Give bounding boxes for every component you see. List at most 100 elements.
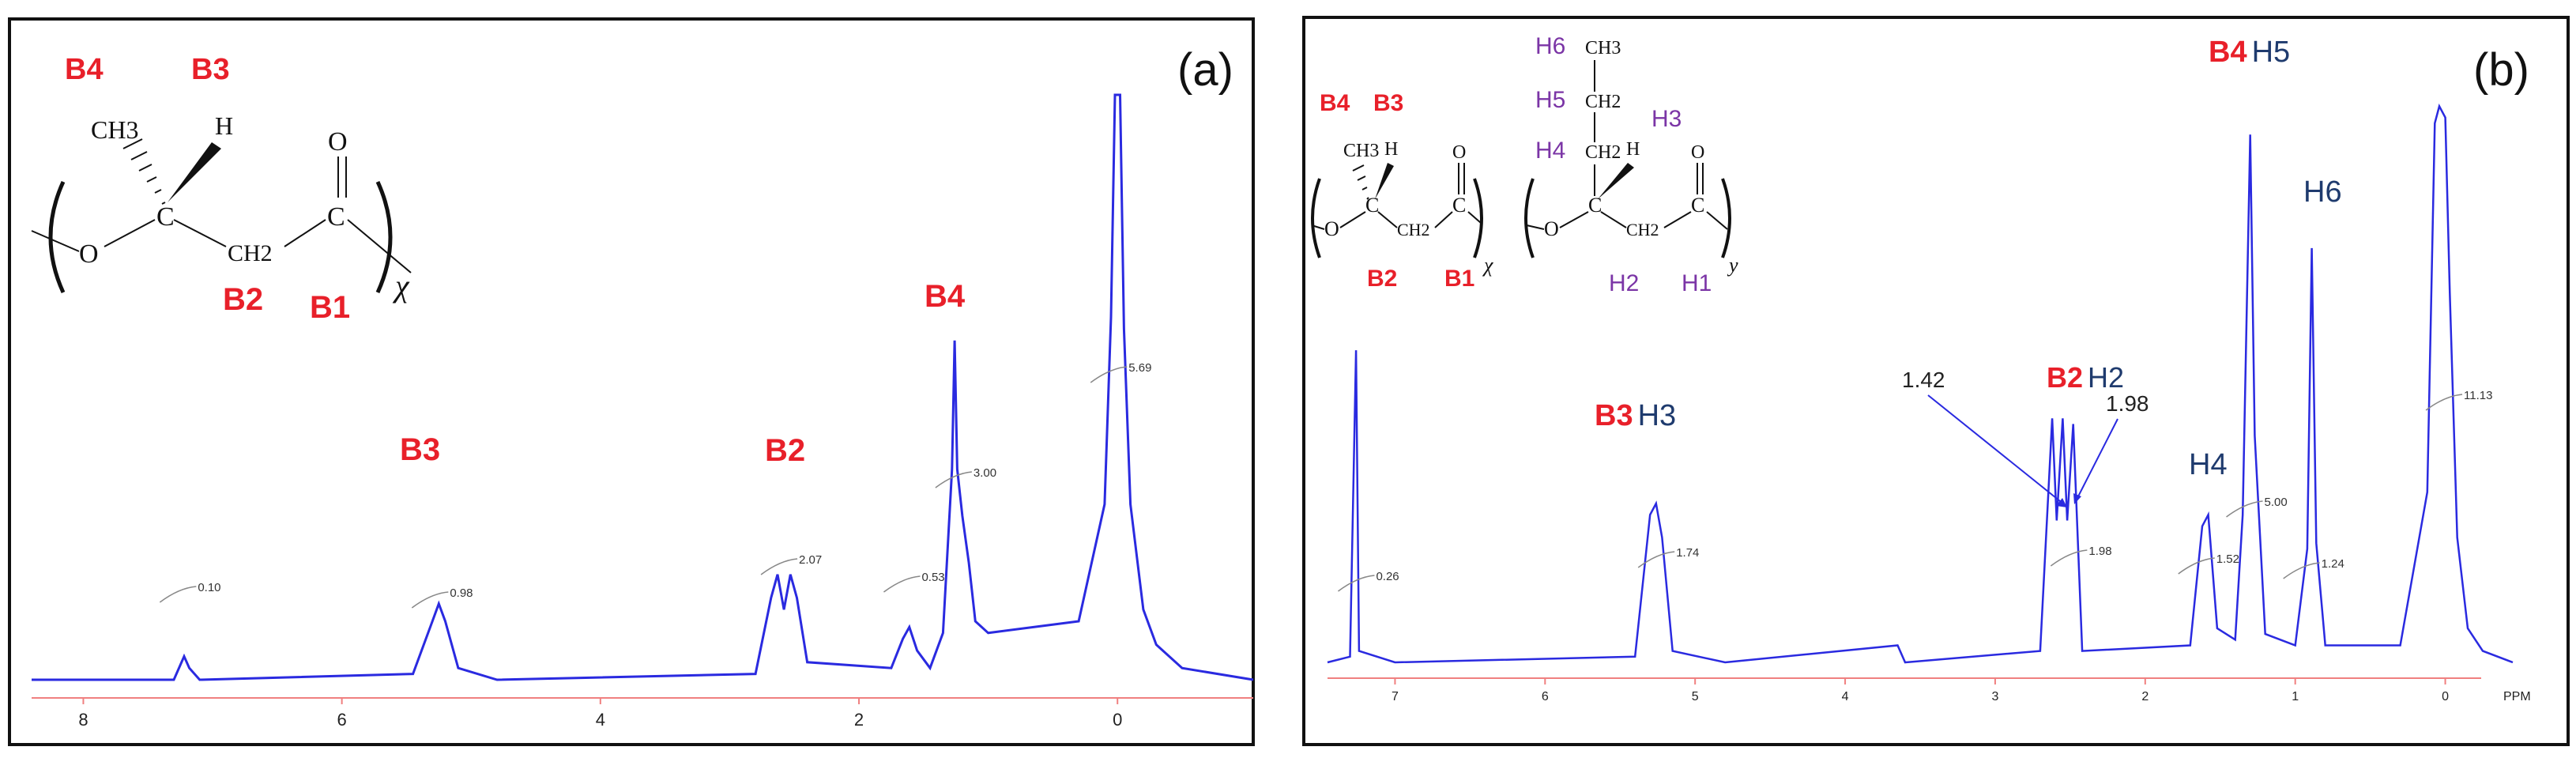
integral-curve [2425,394,2463,411]
panel-b-peak-label-b4-h5: B4 H5 [2209,36,2290,69]
panel-a-spectrum-line [32,93,1254,681]
panel-b-o-3: O [1544,217,1559,240]
panel-b-arrow-1-42 [1927,394,2065,505]
spectrum-panel-a: (a) 8 6 4 2 0 0.10 0.98 2.07 0.53 3.00 5.69 B3 B2… [0,0,1264,758]
panel-b-annotation-1-98: 1.98 [2106,391,2149,416]
panel-b-atom-h2: H2 [1609,270,1639,296]
panel-a-frame [8,17,1255,746]
integral-value: 1.52 [2216,552,2239,566]
panel-b-letter: (b) [2473,44,2529,96]
label-part-red: B4 [2209,36,2247,69]
panel-b-peak-label-h6: H6 [2303,175,2342,209]
panel-a-peak-label-b4: B4 [925,279,966,314]
label-part-navy: H5 [2252,36,2291,69]
integral-curve [2050,549,2088,567]
integral-value: 0.10 [198,581,220,594]
x-tick-label: 4 [596,710,605,730]
x-tick-label: 1 [2292,690,2299,703]
panel-b-atom-h6: H6 [1535,33,1565,59]
panel-b-ch2-side-2: CH2 [1585,142,1621,163]
panel-b-ch3-1: CH3 [1343,141,1379,161]
label-part-navy: H3 [1638,399,1677,432]
integral-value: 5.69 [1128,361,1151,375]
panel-a-peak-label-b3: B3 [400,432,440,467]
label-part-red: B2 [2047,361,2083,394]
panel-b-h-1: H [1384,139,1398,160]
panel-a-o-ester: O [79,239,99,269]
panel-b-peak-label-b3-h3: B3 H3 [1595,399,1676,432]
x-tick-label: 3 [1991,690,1998,703]
panel-b-arrowhead-1-42 [2056,498,2067,507]
integral-value: 0.98 [450,586,473,600]
panel-b-atom-b1: B1 [1444,266,1474,292]
integral-value: 0.53 [921,571,944,584]
integral-value: 3.00 [974,466,996,480]
panel-b-c-2: C [1452,194,1466,217]
panel-b-atom-h3: H3 [1651,106,1682,132]
panel-a-atom-b4: B4 [65,53,104,86]
panel-b-o-2: O [1452,142,1466,163]
panel-b-atom-h5: H5 [1535,87,1565,113]
panel-b-atom-b3: B3 [1373,90,1403,116]
integral-value: 1.24 [2322,557,2344,571]
panel-a-x-ticks: 8 6 4 2 0 [78,698,1122,730]
panel-b-frame [1302,16,2570,746]
panel-b-peak-label-b2-h2: B2 H2 [2047,361,2124,394]
integral-value: 1.74 [1676,546,1699,560]
panel-b-atom-h1: H1 [1682,270,1712,296]
x-tick-label: 8 [78,710,88,730]
integral-value: 1.98 [2088,545,2111,558]
integral-value: 2.07 [799,553,822,567]
panel-b-repeat-y: y [1727,254,1738,277]
x-tick-label: 0 [1113,710,1122,730]
panel-a-ch2: CH2 [228,240,273,266]
panel-b-x-ticks: 7 6 5 4 3 2 1 0 [1392,678,2449,703]
panel-b-arrowhead-1-98 [2073,493,2081,504]
panel-b-axis-unit: PPM [2503,690,2531,703]
panel-b-spectrum-line [1327,103,2514,664]
integral-curve [411,591,449,609]
panel-b-ch2-2: CH2 [1626,220,1659,239]
panel-b-o-1: O [1324,217,1339,240]
x-tick-label: 7 [1392,690,1399,703]
panel-b-ch2-side-1: CH2 [1585,92,1621,112]
panel-a-atom-b1: B1 [310,290,350,325]
panel-a-structure: B4 B3 B2 B1 CH3 H O C CH2 C O χ [31,53,412,325]
panel-b-arrow-1-98 [2076,418,2118,500]
panel-b-atom-b4: B4 [1320,90,1350,116]
integral-curve [159,586,197,603]
panel-b-atom-b2: B2 [1367,266,1397,292]
panel-b-atom-h4: H4 [1535,138,1565,164]
integral-value: 0.26 [1376,570,1399,583]
panel-a-h: H [215,111,233,140]
panel-b-peak-label-b3h3-text: B3 H3 [1595,399,1676,432]
x-tick-label: 6 [1542,690,1549,703]
integral-curve [935,471,972,488]
integral-curve [1637,551,1675,568]
panel-b-peak-label-h4: H4 [2189,448,2228,481]
x-tick-label: 0 [2442,690,2449,703]
x-tick-label: 6 [337,710,347,730]
integral-curve [2283,562,2320,579]
panel-b-ch2-1: CH2 [1397,220,1430,239]
panel-a-c-chiral: C [156,202,175,232]
panel-a-ch3: CH3 [91,115,138,144]
panel-a-repeat-subscript: χ [392,268,410,304]
label-part-navy: H2 [2088,361,2124,394]
panel-a-atom-b2: B2 [223,282,263,317]
integral-curve [760,558,798,575]
panel-b-c-4: C [1691,194,1704,217]
panel-a-peak-label-b2: B2 [765,433,805,468]
panel-b-repeat-x: χ [1482,254,1493,277]
panel-b-integrals: 0.26 1.74 1.98 1.52 5.00 1.24 11.13 [1338,389,2492,592]
panel-b-annotation-1-42: 1.42 [1902,368,1945,392]
panel-b-o-4: O [1691,142,1704,163]
panel-b-c-1: C [1365,194,1379,217]
panel-a-letter: (a) [1177,44,1233,96]
integral-curve [883,575,921,593]
panel-b-ch3-2: CH3 [1585,38,1621,58]
x-tick-label: 2 [854,710,864,730]
panel-b-h-2: H [1626,139,1640,160]
x-tick-label: 4 [1842,690,1849,703]
panel-a-atom-b3: B3 [191,53,230,86]
